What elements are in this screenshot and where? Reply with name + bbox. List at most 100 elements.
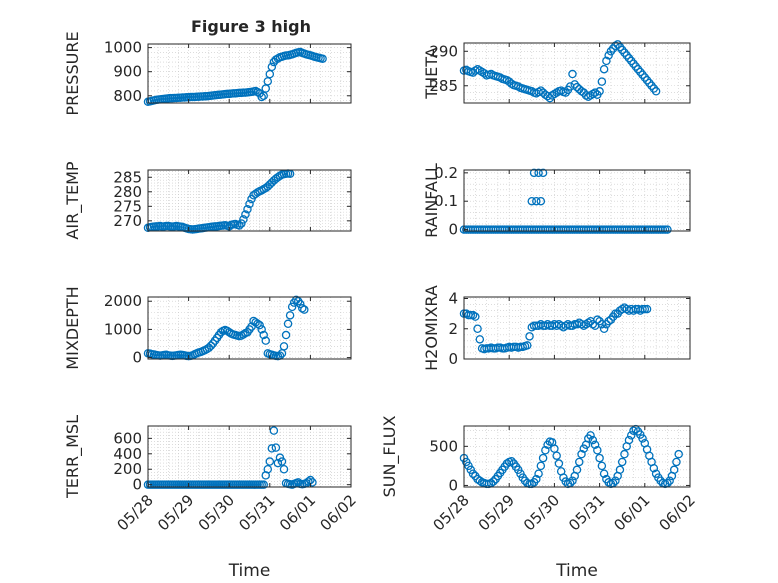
y-tick-label: 4: [448, 290, 458, 308]
data-point: [590, 440, 600, 450]
data-point: [541, 445, 550, 455]
y-axis-label: RAINFALL: [422, 163, 441, 238]
data-point: [235, 221, 244, 230]
data-point: [279, 342, 289, 351]
data-point: [568, 321, 577, 330]
data-point: [604, 51, 613, 60]
x-axis-label: Time: [555, 561, 598, 581]
data-point: [538, 168, 548, 178]
data-point: [617, 457, 627, 467]
y-tick-label: 2: [448, 320, 458, 338]
data-point: [241, 210, 250, 219]
data-point: [593, 445, 602, 455]
data-point: [590, 88, 600, 97]
x-axis-label: Time: [228, 561, 271, 581]
data-point: [471, 312, 480, 321]
y-tick-label: 500: [429, 437, 458, 455]
data-point: [529, 168, 539, 178]
y-axis-label: SUN_FLUX: [380, 416, 400, 498]
data-point: [599, 324, 609, 334]
data-point: [597, 77, 607, 86]
data-point: [595, 87, 604, 96]
data-point: [536, 196, 546, 206]
data-point: [216, 327, 226, 337]
data-point: [672, 457, 681, 467]
y-tick-label: 1000: [104, 320, 142, 338]
data-point: [243, 204, 252, 214]
data-point: [271, 443, 281, 452]
data-point: [640, 304, 650, 314]
data-point: [261, 336, 270, 345]
data-point: [595, 453, 604, 463]
data-point: [669, 465, 679, 475]
data-point: [468, 310, 478, 320]
data-point: [629, 426, 638, 435]
data-point: [473, 324, 482, 334]
data-point: [285, 311, 295, 320]
data-point: [527, 196, 537, 206]
y-tick-label: 0: [132, 349, 142, 367]
y-tick-label: 285: [113, 168, 142, 186]
data-point: [554, 459, 564, 468]
data-point: [572, 465, 582, 475]
data-point: [475, 335, 485, 344]
data-point: [663, 225, 672, 234]
data-point: [468, 469, 478, 478]
data-point: [638, 434, 647, 443]
y-tick-label: 800: [113, 87, 142, 105]
data-point: [532, 196, 541, 206]
data-point: [624, 435, 634, 445]
axes-box: [147, 43, 352, 104]
data-point: [283, 319, 293, 329]
data-point: [599, 469, 609, 478]
data-point: [300, 305, 309, 314]
data-point: [638, 304, 647, 314]
subplot-mixdepth: 0 1000 2000 MIXDEPTH: [63, 286, 352, 370]
data-point: [239, 330, 248, 339]
data-point: [626, 431, 636, 440]
data-point: [257, 325, 266, 334]
data-point: [466, 310, 476, 320]
axes-box: [147, 169, 352, 232]
data-point: [253, 319, 262, 329]
axes-box: [147, 425, 352, 488]
data-point: [507, 456, 516, 466]
data-point: [568, 69, 577, 79]
data-point: [599, 64, 609, 74]
data-point: [604, 316, 613, 326]
data-point: [674, 449, 683, 459]
data-point: [239, 215, 248, 224]
y-tick-label: 600: [113, 429, 142, 447]
data-point: [308, 478, 317, 487]
subplot-pressure: 800 900 1000 PRESSURE: [63, 31, 352, 116]
data-point: [206, 341, 216, 351]
y-axis-label: THETA: [422, 47, 441, 99]
data-point: [575, 457, 584, 467]
data-point: [489, 477, 498, 486]
y-axis-label: PRESSURE: [63, 31, 82, 115]
data-point: [602, 56, 611, 66]
data-point: [267, 62, 277, 72]
data-point: [287, 302, 297, 312]
data-point: [538, 453, 548, 463]
y-tick-label: 275: [113, 197, 142, 215]
data-point: [642, 304, 652, 314]
data-point: [611, 476, 620, 485]
data-point: [615, 465, 625, 475]
y-axis-label: TERR_MSL: [63, 415, 83, 499]
data-point: [318, 54, 327, 63]
data-point: [267, 444, 277, 453]
data-point: [259, 330, 268, 340]
data-point: [597, 319, 607, 329]
y-tick-label: 1000: [104, 39, 142, 57]
data-point: [295, 299, 305, 309]
y-tick-label: 400: [113, 445, 142, 463]
data-point: [665, 476, 674, 485]
y-axis-label: AIR_TEMP: [63, 161, 83, 239]
data-point: [593, 315, 602, 324]
data-point: [651, 87, 661, 96]
